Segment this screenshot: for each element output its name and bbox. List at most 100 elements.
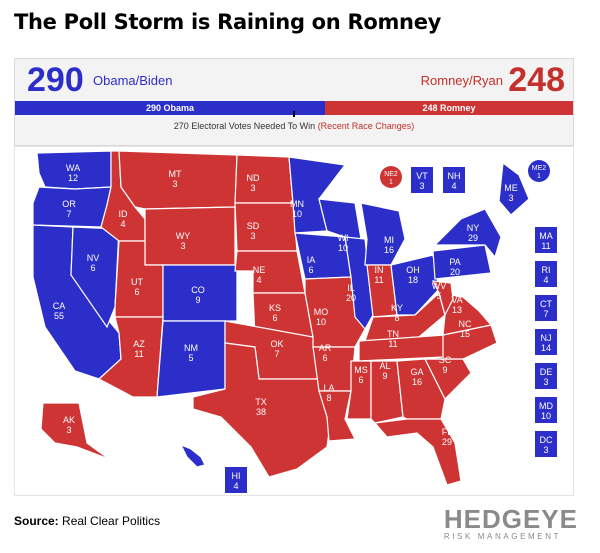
votes-needed-text: 270 Electoral Votes Needed To Win — [173, 121, 316, 131]
state-label-sc: SC — [439, 355, 452, 365]
state-ev-co: 9 — [195, 295, 200, 305]
state-label-al: AL — [379, 361, 390, 371]
state-box-nh[interactable] — [443, 167, 465, 193]
logo-tagline: RISK MANAGEMENT — [443, 532, 562, 541]
state-ev-mt: 3 — [172, 179, 177, 189]
headline: The Poll Storm is Raining on Romney — [14, 10, 442, 34]
state-box-nh-abbr: NH — [448, 171, 461, 181]
district-me2-ev: 1 — [537, 173, 541, 180]
state-box-ri[interactable] — [535, 261, 557, 287]
state-label-id: ID — [119, 209, 129, 219]
state-box-de-ev: 3 — [543, 377, 548, 387]
dem-bar-segment: 290 Obama — [15, 101, 325, 115]
state-box-ct[interactable] — [535, 295, 557, 321]
state-ev-ne: 4 — [256, 275, 261, 285]
state-box-nh-ev: 4 — [451, 181, 456, 191]
state-nd[interactable] — [234, 154, 294, 204]
state-ev-tx: 38 — [256, 407, 266, 417]
state-ev-oh: 18 — [408, 275, 418, 285]
state-fl[interactable] — [373, 418, 462, 486]
hedgeye-logo: HEDGEYE RISK MANAGEMENT — [444, 506, 578, 541]
state-box-de[interactable] — [535, 363, 557, 389]
state-ev-ut: 6 — [134, 287, 139, 297]
state-ev-nm: 5 — [188, 353, 193, 363]
state-label-mn: MN — [290, 199, 304, 209]
state-pa[interactable] — [432, 244, 492, 280]
district-me2[interactable] — [528, 160, 550, 182]
state-ev-mi: 16 — [384, 245, 394, 255]
state-ms[interactable] — [346, 360, 372, 420]
state-label-ca: CA — [53, 301, 66, 311]
state-ev-ny: 29 — [468, 233, 478, 243]
state-label-ar: AR — [319, 343, 332, 353]
state-sd[interactable] — [234, 202, 298, 252]
state-box-ri-abbr: RI — [542, 265, 551, 275]
state-label-ms: MS — [354, 365, 368, 375]
state-label-sd: SD — [247, 221, 260, 231]
recent-race-changes-link[interactable]: (Recent Race Changes) — [317, 121, 415, 131]
state-box-ma-abbr: MA — [539, 231, 553, 241]
state-label-wy: WY — [176, 231, 191, 241]
source-text: Real Clear Politics — [62, 514, 161, 528]
state-ev-or: 7 — [66, 209, 71, 219]
state-box-ri-ev: 4 — [543, 275, 548, 285]
source-line: Source: Real Clear Politics — [14, 514, 160, 528]
state-ev-nv: 6 — [90, 263, 95, 273]
state-ny[interactable] — [433, 208, 502, 259]
state-ev-pa: 20 — [450, 267, 460, 277]
state-ev-sc: 9 — [442, 365, 447, 375]
state-ev-tn: 11 — [388, 339, 397, 349]
state-box-md[interactable] — [535, 397, 557, 423]
state-ne[interactable] — [234, 250, 306, 294]
state-box-nj[interactable] — [535, 329, 557, 355]
state-box-nj-ev: 14 — [541, 343, 551, 353]
state-ev-sd: 3 — [250, 231, 255, 241]
state-box-ct-abbr: CT — [540, 299, 552, 309]
state-ev-mn: 10 — [292, 209, 302, 219]
state-hi[interactable] — [179, 443, 206, 468]
state-box-nj-abbr: NJ — [541, 333, 552, 343]
state-oh[interactable] — [390, 254, 440, 316]
state-label-ks: KS — [269, 303, 281, 313]
state-mt[interactable] — [118, 150, 238, 210]
state-ev-ks: 6 — [272, 313, 277, 323]
state-label-nc: NC — [459, 319, 472, 329]
state-ev-ia: 6 — [308, 265, 313, 275]
state-label-il: IL — [347, 283, 355, 293]
dem-ticket-label: Obama/Biden — [93, 73, 173, 88]
state-label-ny: NY — [467, 223, 480, 233]
state-box-hi[interactable] — [225, 467, 247, 493]
state-ak[interactable] — [40, 402, 110, 460]
state-box-md-ev: 10 — [541, 411, 551, 421]
state-box-hi-ev: 4 — [233, 481, 238, 491]
state-wv[interactable] — [431, 280, 454, 317]
state-label-co: CO — [191, 285, 205, 295]
state-ev-wv: 5 — [436, 291, 441, 301]
state-box-dc[interactable] — [535, 431, 557, 457]
state-mi[interactable] — [360, 202, 406, 266]
state-al[interactable] — [370, 360, 404, 424]
state-box-vt-abbr: VT — [416, 171, 428, 181]
state-label-va: VA — [451, 295, 462, 305]
state-box-ct-ev: 7 — [543, 309, 548, 319]
district-ne2-abbr: NE2 — [384, 171, 398, 178]
state-co[interactable] — [162, 264, 238, 322]
district-ne2[interactable] — [380, 166, 402, 188]
state-tx[interactable] — [192, 342, 334, 478]
state-label-mt: MT — [169, 169, 182, 179]
state-box-de-abbr: DE — [540, 367, 553, 377]
dem-vote-count: 290 — [27, 61, 84, 99]
state-label-mo: MO — [314, 307, 329, 317]
state-me[interactable] — [498, 161, 530, 216]
state-box-vt[interactable] — [411, 167, 433, 193]
state-ev-in: 11 — [374, 275, 383, 285]
electoral-vote-bar: 290 Obama 248 Romney — [15, 101, 573, 115]
state-ev-nc: 15 — [460, 329, 470, 339]
state-box-ma[interactable] — [535, 227, 557, 253]
state-ev-me: 3 — [508, 193, 513, 203]
state-box-dc-ev: 3 — [543, 445, 548, 455]
state-ev-wy: 3 — [180, 241, 185, 251]
votes-needed-note: 270 Electoral Votes Needed To Win (Recen… — [15, 121, 573, 131]
state-ev-al: 9 — [382, 371, 387, 381]
